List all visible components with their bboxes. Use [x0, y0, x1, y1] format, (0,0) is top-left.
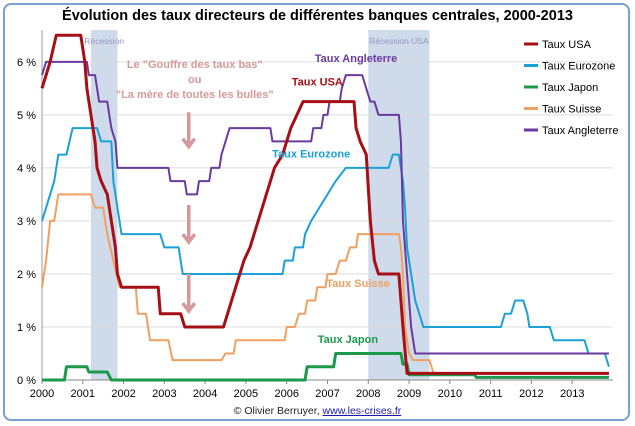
recession-label: Récession USA: [369, 36, 429, 46]
x-tick-label: 2012: [519, 388, 543, 400]
chart-title: Évolution des taux directeurs de différe…: [62, 8, 573, 24]
x-tick-label: 2008: [356, 388, 380, 400]
series-line-taux-suisse: [41, 193, 609, 375]
y-tick-label: 2 %: [17, 269, 36, 281]
series-annotation: Taux Eurozone: [272, 148, 350, 160]
callout-text: "La mère de toutes les bulles": [116, 89, 274, 101]
legend-label: Taux Japon: [542, 82, 598, 94]
callout-text: ou: [188, 74, 201, 86]
x-tick-label: 2011: [479, 388, 503, 400]
legend-label: Taux Suisse: [542, 104, 601, 116]
x-tick-label: 2007: [315, 388, 339, 400]
copyright: © Olivier Berruyer,: [233, 405, 323, 417]
x-tick-label: 2013: [560, 388, 584, 400]
x-tick-label: 2006: [274, 388, 298, 400]
down-arrow-icon: [181, 273, 197, 314]
y-tick-label: 3 %: [17, 216, 36, 228]
down-arrow-icon: [181, 205, 197, 246]
recession-label: Récession: [84, 36, 124, 46]
series-line-taux-japon: [42, 351, 609, 382]
y-tick-label: 6 %: [17, 57, 36, 69]
footer: © Olivier Berruyer, www.les-crises.fr: [0, 405, 635, 417]
x-tick-label: 2010: [438, 388, 462, 400]
x-tick-label: 2005: [234, 388, 258, 400]
website-link[interactable]: www.les-crises.fr: [322, 405, 402, 417]
y-tick-label: 5 %: [17, 110, 36, 122]
series-line-taux-angleterre: [41, 60, 609, 355]
x-tick-label: 2001: [71, 388, 95, 400]
y-tick-label: 1 %: [17, 322, 36, 334]
series-annotation: Taux Suisse: [326, 278, 389, 290]
x-tick-label: 2000: [30, 388, 54, 400]
legend-label: Taux Angleterre: [542, 125, 618, 137]
x-tick-label: 2004: [193, 388, 217, 400]
recession-band: [368, 30, 430, 380]
series-line-taux-eurozone: [41, 127, 610, 368]
x-tick-label: 2009: [397, 388, 421, 400]
series-annotation: Taux Angleterre: [315, 53, 398, 65]
y-tick-label: 4 %: [17, 163, 36, 175]
x-tick-label: 2002: [111, 388, 135, 400]
recession-band: [90, 30, 118, 380]
down-arrow-icon: [181, 112, 197, 150]
series-annotation: Taux Japon: [318, 334, 379, 346]
series-annotation: Taux USA: [292, 77, 343, 89]
legend-label: Taux Eurozone: [542, 61, 615, 73]
y-tick-label: 0 %: [17, 375, 36, 387]
legend-label: Taux USA: [542, 39, 592, 51]
series-line-taux-usa: [40, 33, 609, 375]
callout-text: Le "Gouffre des taux bas": [127, 59, 263, 71]
x-tick-label: 2003: [152, 388, 176, 400]
